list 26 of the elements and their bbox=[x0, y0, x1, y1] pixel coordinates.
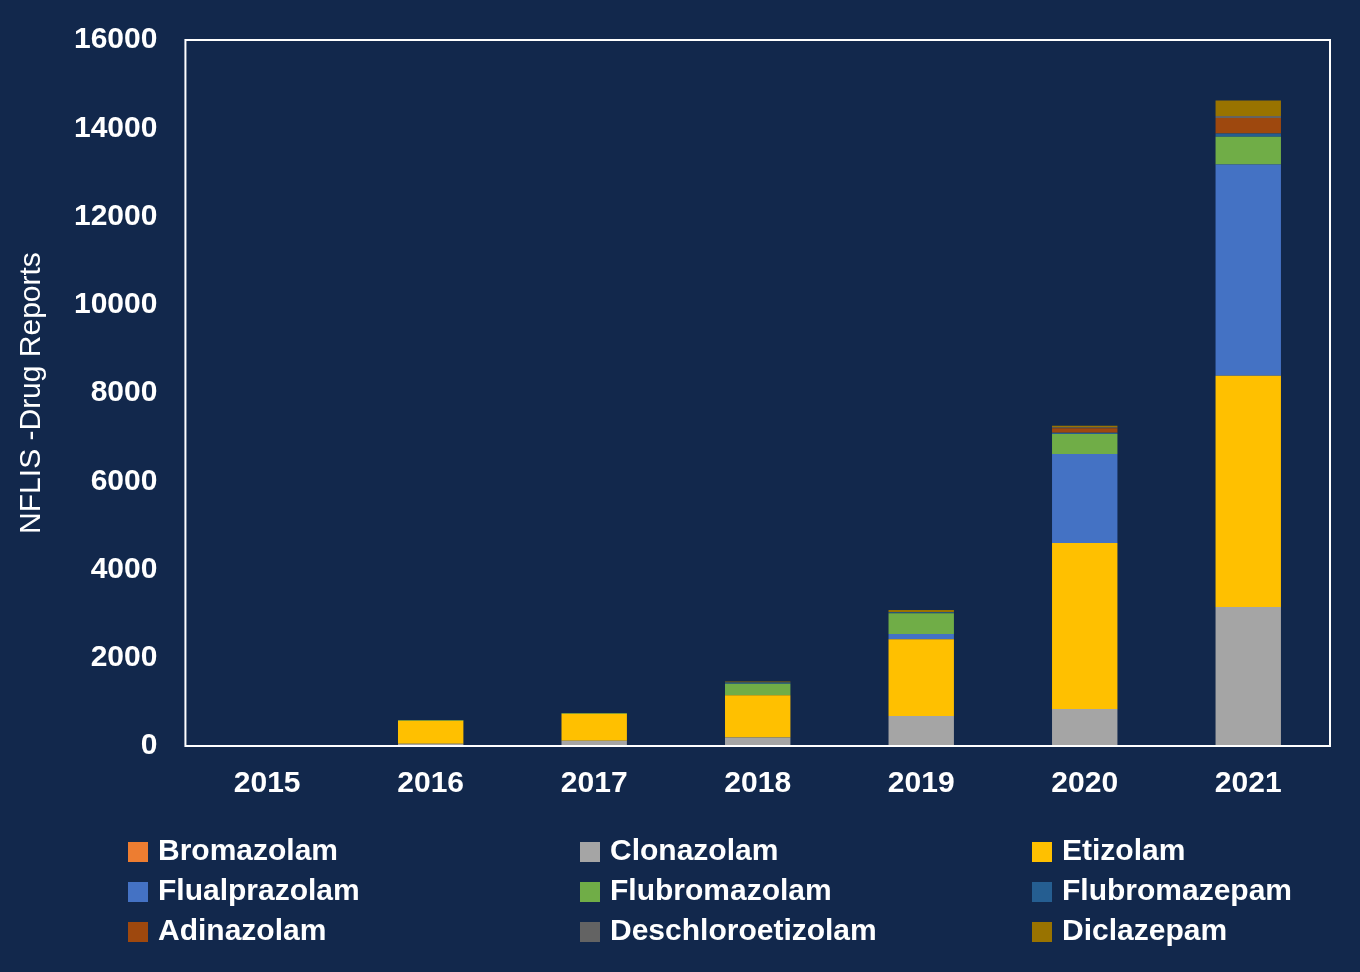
y-axis-title: NFLIS -Drug Reports bbox=[13, 252, 47, 534]
y-tick-label: 14000 bbox=[73, 109, 158, 143]
legend-label: Flualprazolam bbox=[158, 873, 360, 907]
y-tick-label: 16000 bbox=[73, 21, 158, 55]
y-tick-label: 0 bbox=[140, 727, 158, 761]
y-tick-label: 4000 bbox=[90, 550, 158, 584]
legend-label: Etizolam bbox=[1062, 833, 1186, 867]
x-tick-label: 2018 bbox=[724, 765, 792, 799]
x-tick-label: 2021 bbox=[1214, 765, 1282, 799]
y-tick-label: 2000 bbox=[90, 639, 158, 673]
y-tick-label: 12000 bbox=[73, 197, 158, 231]
legend-label: Adinazolam bbox=[158, 913, 327, 947]
y-tick-label: 10000 bbox=[73, 286, 158, 320]
x-tick-label: 2015 bbox=[233, 765, 301, 799]
x-tick-label: 2016 bbox=[397, 765, 465, 799]
legend-label: Diclazepam bbox=[1062, 913, 1228, 947]
x-tick-label: 2020 bbox=[1051, 765, 1119, 799]
x-tick-label: 2017 bbox=[560, 765, 628, 799]
y-tick-label: 8000 bbox=[90, 374, 158, 408]
legend-label: Flubromazolam bbox=[610, 873, 832, 907]
legend-label: Bromazolam bbox=[158, 833, 339, 867]
legend-label: Flubromazepam bbox=[1062, 873, 1293, 907]
y-tick-label: 6000 bbox=[90, 462, 158, 496]
x-tick-label: 2019 bbox=[887, 765, 955, 799]
legend-label: Clonazolam bbox=[610, 833, 779, 867]
legend-label: Deschloroetizolam bbox=[610, 913, 877, 947]
